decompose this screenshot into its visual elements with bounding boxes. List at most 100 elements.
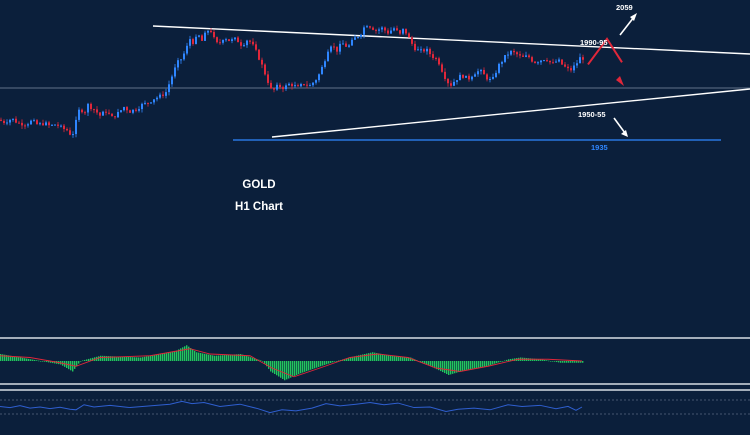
candle-body [501, 61, 503, 64]
macd-histogram-bar [16, 356, 18, 361]
macd-histogram-bar [138, 357, 140, 361]
macd-histogram-bar [512, 358, 514, 361]
macd-histogram-bar [284, 361, 286, 381]
macd-histogram-bar [406, 357, 408, 361]
macd-histogram-bar [106, 356, 108, 361]
candle-body [45, 122, 47, 126]
macd-histogram-bar [458, 361, 460, 373]
candle-body [519, 54, 521, 56]
candle-body [60, 125, 62, 127]
macd-histogram-bar [86, 359, 88, 361]
candle-body [117, 111, 119, 118]
candle-body [57, 124, 59, 126]
candle-body [87, 103, 89, 113]
candle-body [492, 76, 494, 79]
macd-histogram-bar [310, 361, 312, 370]
macd-histogram-bar [274, 361, 276, 374]
candle-body [204, 32, 206, 41]
macd-signal-line [0, 348, 583, 378]
candle-body [258, 49, 260, 60]
macd-histogram-bar [308, 361, 310, 371]
macd-histogram-bar [432, 361, 434, 368]
macd-histogram-bar [402, 356, 404, 361]
macd-histogram-bar [242, 354, 244, 361]
candle-body [441, 64, 443, 72]
macd-histogram-bar [582, 361, 584, 363]
candle-body [462, 74, 464, 78]
candle-body [555, 61, 557, 63]
macd-histogram [0, 345, 584, 381]
candle-body [9, 119, 11, 123]
level-label-1990-95: 1990-95 [580, 38, 608, 47]
macd-histogram-bar [408, 357, 410, 361]
macd-histogram-bar [552, 361, 554, 362]
macd-histogram-bar [130, 357, 132, 361]
macd-histogram-bar [354, 356, 356, 361]
macd-histogram-bar [30, 359, 32, 361]
macd-histogram-bar [324, 361, 326, 365]
candle-body [315, 80, 317, 83]
candle-body [78, 109, 80, 120]
macd-histogram-bar [370, 352, 372, 361]
macd-histogram-bar [148, 356, 150, 361]
macd-histogram-bar [142, 357, 144, 361]
macd-histogram-bar [20, 357, 22, 361]
macd-histogram-bar [550, 361, 552, 362]
candle-body [312, 82, 314, 86]
macd-histogram-bar [144, 356, 146, 361]
candle-body [417, 49, 419, 51]
candle-body [123, 107, 125, 111]
macd-histogram-bar [126, 356, 128, 361]
candle-body [240, 42, 242, 46]
candle-body [402, 28, 404, 34]
candle-body [27, 124, 29, 126]
macd-histogram-bar [346, 358, 348, 361]
candle-body [0, 119, 2, 121]
macd-histogram-bar [384, 354, 386, 361]
candle-body [111, 113, 113, 117]
candle-body [390, 30, 392, 34]
candle-body [12, 118, 14, 120]
breakout-up-arrowhead [630, 13, 637, 21]
macd-histogram-bar [350, 357, 352, 361]
macd-histogram-bar [504, 360, 506, 362]
macd-histogram-bar [378, 353, 380, 361]
candle-body [264, 64, 266, 75]
macd-histogram-bar [388, 355, 390, 361]
candle-body [372, 27, 374, 30]
macd-histogram-bar [328, 361, 330, 364]
macd-histogram-bar [2, 354, 4, 361]
candle-body [366, 26, 368, 28]
macd-histogram-bar [74, 361, 76, 369]
macd-histogram-bar [534, 358, 536, 361]
candle-body [15, 118, 17, 123]
macd-histogram-bar [10, 355, 12, 361]
candle-body [396, 28, 398, 31]
candle-body [528, 55, 530, 58]
macd-histogram-bar [468, 361, 470, 370]
macd-histogram-bar [234, 354, 236, 361]
candle-body [237, 37, 239, 43]
candle-body [99, 112, 101, 116]
candle-body [201, 35, 203, 41]
macd-histogram-bar [548, 360, 550, 362]
candle-body [453, 81, 455, 86]
macd-histogram-bar [428, 361, 430, 366]
macd-histogram-bar [110, 356, 112, 361]
candle-body [420, 49, 422, 51]
macd-histogram-bar [558, 361, 560, 363]
candle-body [96, 109, 98, 113]
macd-histogram-bar [404, 356, 406, 361]
macd-histogram-bar [568, 361, 570, 363]
macd-histogram-bar [298, 361, 300, 375]
macd-histogram-bar [112, 356, 114, 361]
candle-body [513, 50, 515, 53]
candle-body [393, 28, 395, 31]
macd-histogram-bar [186, 345, 188, 361]
candle-body [135, 109, 137, 111]
candle-body [147, 102, 149, 104]
macd-histogram-bar [206, 354, 208, 361]
candle-body [477, 71, 479, 75]
macd-histogram-bar [352, 356, 354, 361]
macd-histogram-bar [566, 361, 568, 363]
